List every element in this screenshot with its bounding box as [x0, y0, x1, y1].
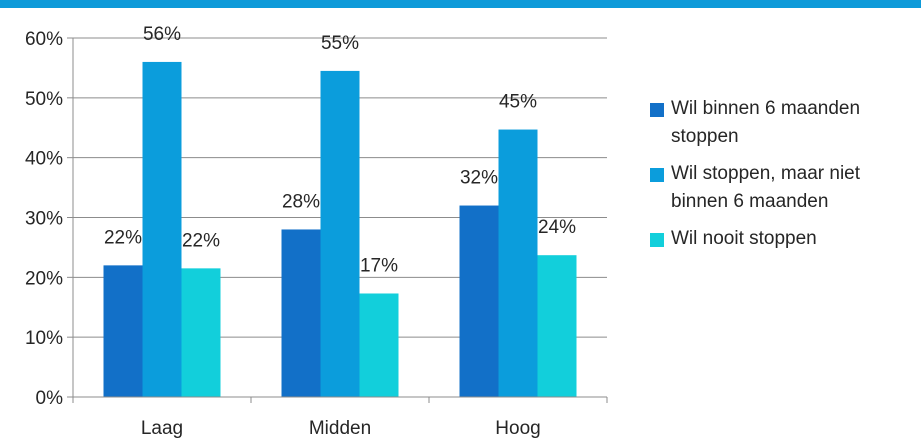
- bars: [103, 61, 577, 398]
- y-tick-label: 20%: [25, 268, 63, 289]
- y-tick-label: 30%: [25, 209, 63, 230]
- legend-label: Wil nooit stoppen: [671, 228, 817, 249]
- x-tick-label: Hoog: [495, 418, 540, 439]
- legend-label: Wil binnen 6 maanden stoppen: [671, 98, 861, 147]
- x-tick-label: Laag: [141, 418, 183, 439]
- bar: [103, 265, 143, 397]
- data-label: 45%: [499, 92, 537, 113]
- bar: [537, 255, 577, 397]
- bar: [281, 229, 321, 397]
- data-label: 24%: [538, 217, 576, 238]
- legend-label: Wil stoppen, maar niet binnen 6 maanden: [671, 163, 861, 212]
- data-label: 32%: [460, 168, 498, 189]
- header-band: [0, 0, 921, 8]
- bar: [459, 205, 499, 397]
- legend-item-niet-binnen-6-maanden: Wil stoppen, maar niet binnen 6 maanden: [650, 160, 921, 216]
- data-label: 17%: [360, 255, 398, 276]
- bar: [181, 268, 221, 397]
- y-tick-label: 10%: [25, 328, 63, 349]
- data-label: 22%: [104, 227, 142, 248]
- data-labels: 22% 56% 22% 28% 55% 17% 32% 45% 24%: [104, 24, 576, 277]
- data-label: 56%: [143, 24, 181, 45]
- legend-swatch: [650, 233, 664, 247]
- bar: [498, 129, 538, 398]
- legend-item-nooit-stoppen: Wil nooit stoppen: [650, 225, 921, 253]
- data-label: 55%: [321, 33, 359, 54]
- y-tick-label: 60%: [25, 29, 63, 50]
- legend-swatch: [650, 168, 664, 182]
- y-tick-label: 0%: [36, 388, 64, 409]
- bar: [320, 70, 360, 398]
- y-tick-label: 50%: [25, 89, 63, 110]
- legend-swatch: [650, 103, 664, 117]
- bar: [359, 293, 399, 397]
- legend: Wil binnen 6 maanden stoppen Wil stoppen…: [650, 95, 921, 262]
- data-label: 22%: [182, 230, 220, 251]
- bar: [142, 61, 182, 397]
- axes: 0% 10% 20% 30% 40% 50% 60% Laag Midden Hoog: [25, 29, 608, 439]
- legend-item-binnen-6-maanden: Wil binnen 6 maanden stoppen: [650, 95, 921, 151]
- data-label: 28%: [282, 191, 320, 212]
- x-tick-label: Midden: [309, 418, 371, 439]
- y-tick-label: 40%: [25, 149, 63, 170]
